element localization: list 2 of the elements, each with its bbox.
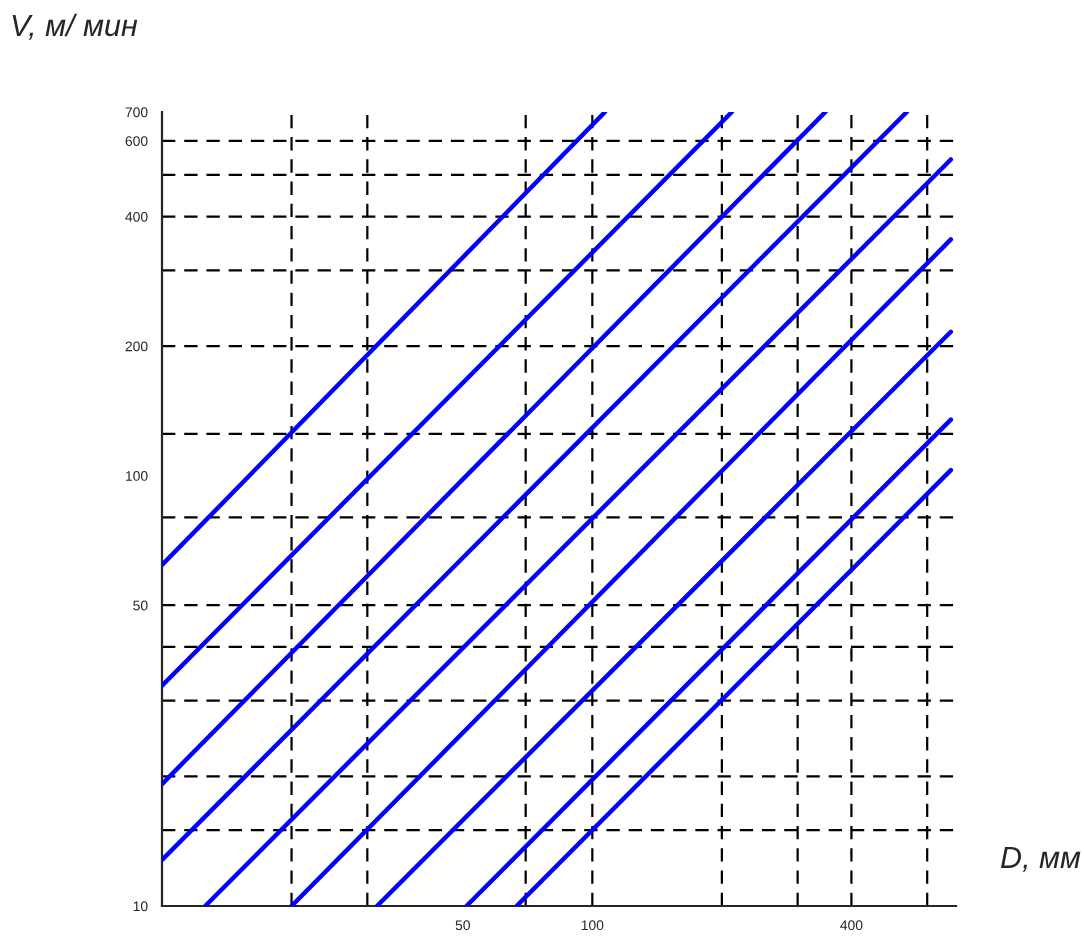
- y-axis-title: V, м/ мин: [12, 13, 138, 40]
- x-axis-title: D, мм: [1000, 846, 1081, 872]
